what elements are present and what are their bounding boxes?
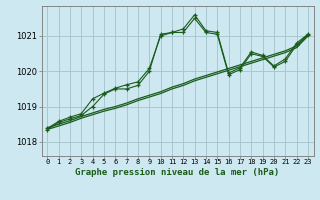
X-axis label: Graphe pression niveau de la mer (hPa): Graphe pression niveau de la mer (hPa) bbox=[76, 168, 280, 177]
